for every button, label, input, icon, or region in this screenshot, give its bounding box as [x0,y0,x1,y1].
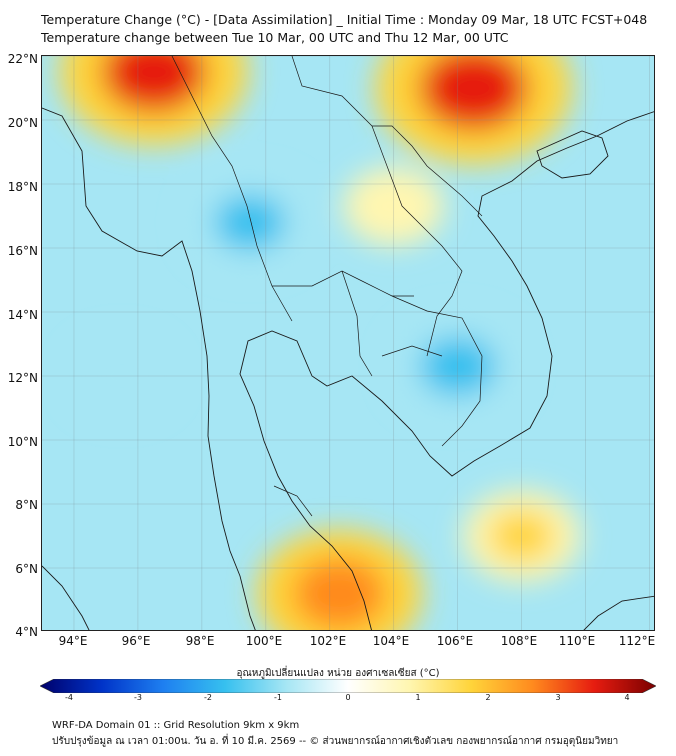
lat-tick-10: 10°N [7,435,38,449]
lon-tick-108: 108°E [500,634,538,648]
colorbar-tick-4: 4 [624,693,630,702]
lon-tick-94: 94°E [58,634,88,648]
anomaly-blob-0-1 [102,56,206,113]
country-borders [171,56,483,517]
colorbar-tick-minus4: -4 [65,693,73,702]
lat-tick-8: 8°N [15,498,38,512]
peninsula-east-coast [239,111,654,630]
mainland-coastline [42,107,256,630]
lon-tick-106: 106°E [436,634,474,648]
graticule [42,56,654,630]
lat-tick-18: 18°N [7,180,38,194]
anomaly-blob-4-1 [293,558,386,630]
map-frame [41,55,655,631]
lat-tick-12: 12°N [7,371,38,385]
lon-tick-100: 100°E [245,634,283,648]
colorbar-tick-2: 2 [485,693,491,702]
model-info: WRF-DA Domain 01 :: Grid Resolution 9km … [52,720,300,731]
colorbar-label: อุณหภูมิเปลี่ยนแปลง หน่วย องศาเซลเซียส (… [236,668,440,679]
coastlines-and-borders [42,56,654,630]
colorbar [40,679,656,693]
lon-tick-96: 96°E [121,634,151,648]
lon-tick-98: 98°E [185,634,215,648]
hainan-island [536,130,609,179]
lon-tick-110: 110°E [558,634,596,648]
lat-tick-20: 20°N [7,116,38,130]
map-canvas [42,56,654,630]
lon-tick-104: 104°E [372,634,410,648]
chart-title: Temperature Change (°C) - [Data Assimila… [41,12,648,27]
lat-tick-22: 22°N [7,52,38,66]
lat-tick-4: 4°N [15,625,38,639]
colorbar-tick-minus1: -1 [274,693,282,702]
borneo-coast [583,595,654,630]
sumatra-coast [42,565,90,630]
lat-tick-14: 14°N [7,308,38,322]
colorbar-tick-minus3: -3 [134,693,142,702]
anomaly-blob-1-1 [419,56,528,131]
temperature-field [59,56,581,630]
update-credit: ปรับปรุงข้อมูล ณ เวลา 01:00น. วัน อ. ที่… [52,736,619,747]
anomaly-blob-5-1 [215,195,285,250]
lat-tick-6: 6°N [15,562,38,576]
lon-tick-112: 112°E [618,634,656,648]
colorbar-tick-0: 0 [345,693,351,702]
colorbar-tick-1: 1 [415,693,421,702]
colorbar-tick-minus2: -2 [204,693,212,702]
chart-subtitle: Temperature change between Tue 10 Mar, 0… [41,30,509,45]
lon-tick-102: 102°E [309,634,347,648]
colorbar-tick-3: 3 [555,693,561,702]
colorbar-gradient [40,679,656,693]
lat-tick-16: 16°N [7,244,38,258]
